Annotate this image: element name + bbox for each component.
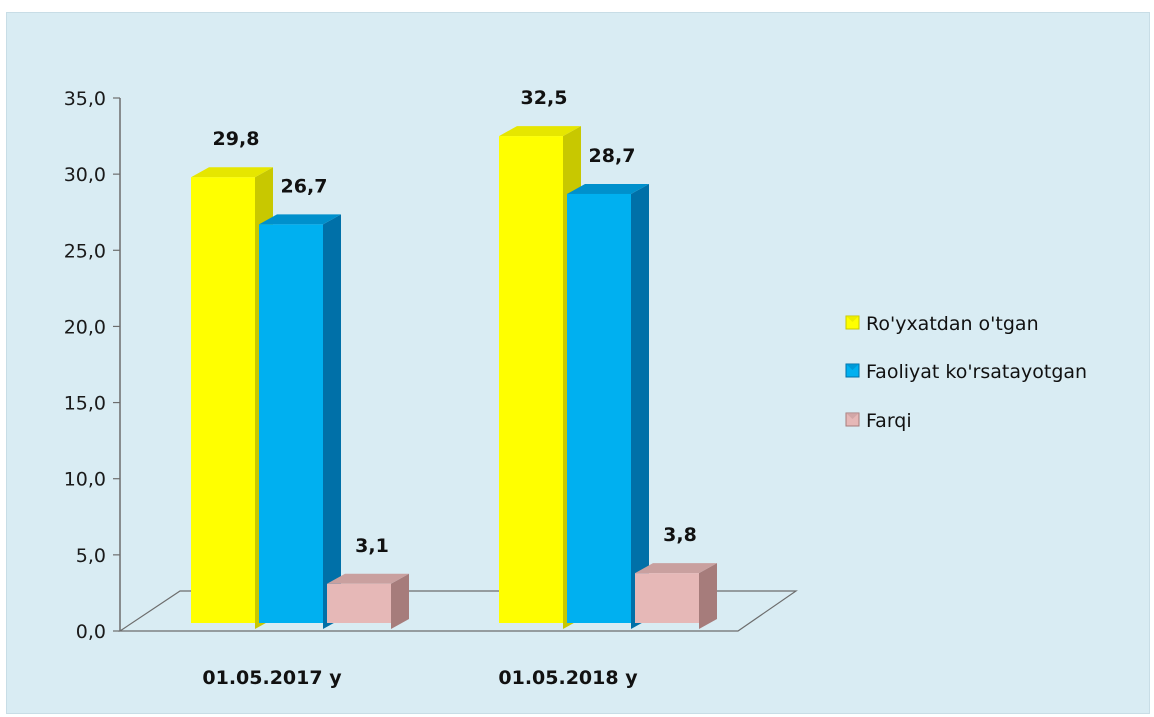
bar-top-face — [327, 573, 409, 584]
bar-side-face — [391, 573, 409, 629]
y-tick-label: 20,0 — [64, 316, 106, 338]
bar-front-face — [191, 177, 255, 623]
y-tick-label: 35,0 — [64, 88, 106, 110]
y-tick-label: 30,0 — [64, 164, 106, 186]
y-tick-label: 15,0 — [64, 393, 106, 415]
y-tick-label: 25,0 — [64, 240, 106, 262]
bar-front-face — [499, 136, 563, 624]
bar-top-face — [635, 563, 717, 574]
bar-side-face — [631, 183, 649, 629]
bar-front-face — [567, 193, 631, 623]
bar-top-face — [567, 183, 649, 194]
data-labels-group: 29,8 26,7 3,1 32,5 28,7 3,8 — [213, 87, 697, 557]
y-tick-label: 5,0 — [76, 545, 106, 567]
y-tick-label: 10,0 — [64, 469, 106, 491]
bar — [635, 563, 717, 629]
category-label: 01.05.2017 y — [202, 667, 342, 689]
bar-front-face — [327, 583, 391, 623]
legend-swatch-shade — [846, 316, 859, 322]
data-label: 29,8 — [213, 128, 260, 150]
data-label: 3,1 — [355, 535, 389, 557]
legend-swatch-shade — [846, 413, 859, 419]
legend-item: Ro'yxatdan o'tgan — [845, 313, 1039, 335]
legend-swatch-shade — [846, 364, 859, 370]
legend-label: Farqi — [866, 410, 912, 432]
bar — [567, 183, 649, 629]
legend-label: Ro'yxatdan o'tgan — [866, 313, 1039, 335]
data-label: 28,7 — [589, 145, 636, 167]
legend-item: Farqi — [845, 410, 912, 432]
bar-top-face — [191, 167, 273, 178]
bar-top-face — [259, 214, 341, 225]
bar-front-face — [635, 573, 699, 623]
legend-item: Faoliyat ko'rsatayotgan — [845, 361, 1087, 383]
category-label: 01.05.2018 y — [498, 667, 638, 689]
bars-group — [191, 126, 717, 630]
bar — [259, 214, 341, 629]
data-label: 32,5 — [521, 87, 568, 109]
legend: Ro'yxatdan o'tgan Faoliyat ko'rsatayotgan… — [845, 313, 1087, 432]
legend-label: Faoliyat ko'rsatayotgan — [866, 361, 1087, 383]
bar-side-face — [323, 214, 341, 629]
data-label: 26,7 — [281, 175, 328, 197]
bar — [327, 573, 409, 629]
data-label: 3,8 — [663, 524, 697, 546]
y-tick-label: 0,0 — [76, 621, 106, 643]
bar-top-face — [499, 126, 581, 137]
y-axis: 0,0 5,0 10,0 15,0 20,0 25,0 30,0 35,0 — [64, 88, 121, 643]
bar-side-face — [699, 563, 717, 629]
category-labels-group: 01.05.2017 y 01.05.2018 y — [202, 667, 638, 689]
bar-front-face — [259, 224, 323, 623]
